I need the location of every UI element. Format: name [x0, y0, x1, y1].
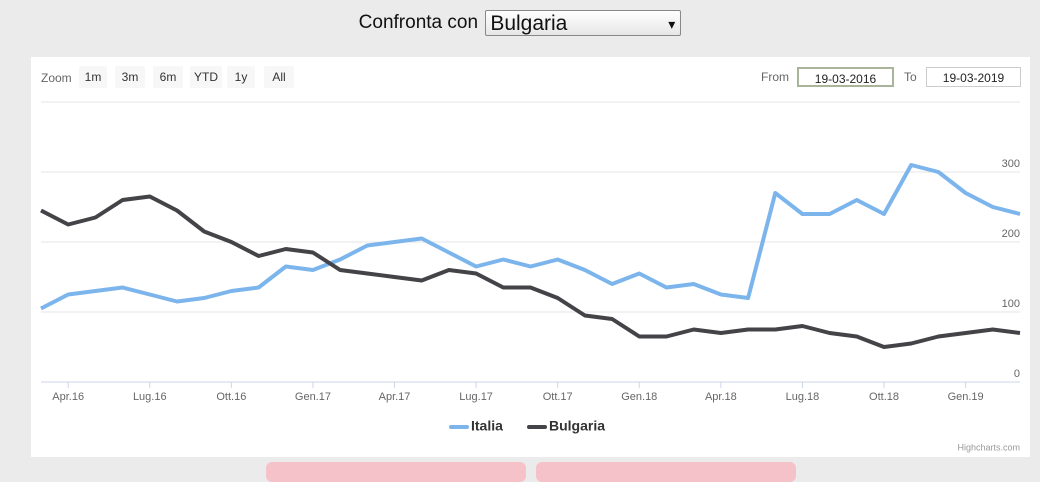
x-tick-label: Ott.17: [543, 391, 573, 403]
y-tick-label: 100: [1002, 298, 1020, 310]
compare-label: Confronta con: [358, 12, 479, 34]
zoom-button[interactable]: All: [264, 66, 294, 88]
x-tick-label: Gen.18: [621, 391, 657, 403]
x-tick-label: Lug.17: [459, 391, 493, 403]
bottom-button[interactable]: [266, 462, 526, 482]
legend-item[interactable]: Italia: [449, 418, 503, 434]
credits[interactable]: Highcharts.com: [957, 442, 1020, 452]
zoom-button[interactable]: 1m: [79, 66, 107, 88]
zoom-button[interactable]: 1y: [227, 66, 255, 88]
to-label: To: [904, 70, 917, 84]
from-input[interactable]: 19-03-2016: [797, 67, 894, 87]
x-tick-label: Apr.16: [52, 391, 84, 403]
chart-panel: Zoom 1m 3m 6m YTD 1y All From 19-03-2016 To 1…: [31, 57, 1030, 457]
x-tick-label: Ott.16: [216, 391, 246, 403]
y-tick-label: 300: [1002, 158, 1020, 170]
x-tick-label: Apr.18: [705, 391, 737, 403]
compare-header: Confronta con Bulgaria: [0, 10, 1040, 37]
compare-select[interactable]: Bulgaria: [485, 10, 682, 37]
from-label: From: [761, 70, 789, 84]
legend-label: Italia: [471, 418, 503, 434]
legend-item[interactable]: Bulgaria: [527, 418, 605, 434]
x-tick-label: Apr.17: [379, 391, 411, 403]
zoom-label: Zoom: [41, 71, 72, 85]
x-tick-label: Lug.16: [133, 391, 167, 403]
x-tick-label: Lug.18: [786, 391, 820, 403]
to-input[interactable]: 19-03-2019: [926, 67, 1021, 87]
zoom-button[interactable]: YTD: [190, 66, 222, 88]
y-tick-label: 200: [1002, 228, 1020, 240]
x-tick-label: Gen.19: [948, 391, 984, 403]
x-tick-label: Ott.18: [869, 391, 899, 403]
zoom-button[interactable]: 3m: [115, 66, 145, 88]
chart: Highcharts.com 0 100 200 300 Apr.16 Lug.16 Ott…: [40, 101, 1021, 452]
legend-label: Bulgaria: [549, 418, 605, 434]
zoom-button[interactable]: 6m: [153, 66, 183, 88]
line-series: [40, 163, 1021, 311]
y-tick-label: 0: [1014, 368, 1020, 380]
bottom-button[interactable]: [536, 462, 796, 482]
x-tick-label: Gen.17: [295, 391, 331, 403]
line-series: [40, 194, 1021, 349]
